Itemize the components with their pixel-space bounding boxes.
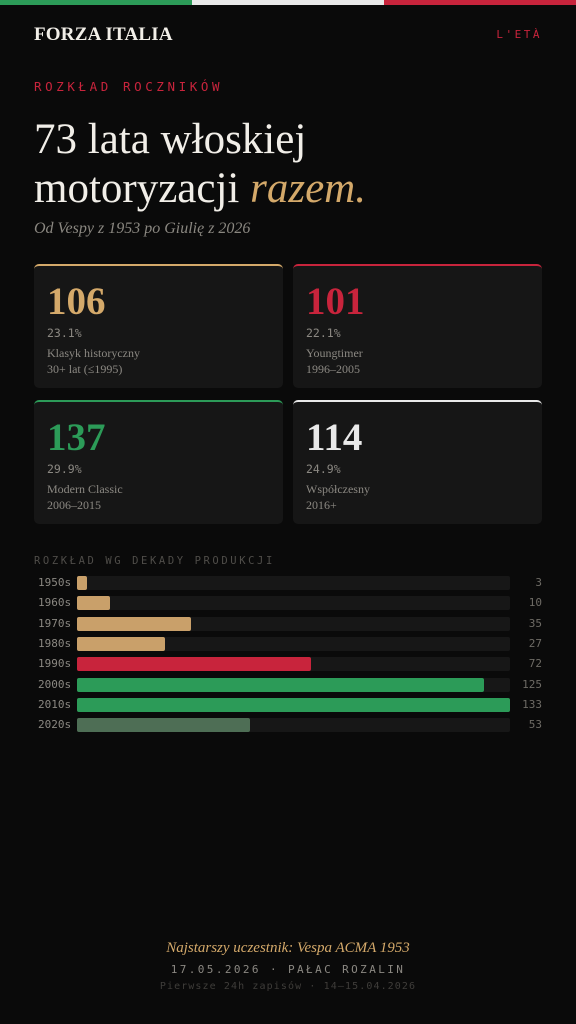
flag-red-band (384, 0, 576, 5)
stat-label: Youngtimer (306, 346, 363, 360)
stat-card-contemporary: 114 24.9% Współczesny 2016+ (293, 400, 542, 524)
bar-row: 1980s 27 (34, 636, 542, 651)
stat-value: 106 (47, 280, 106, 323)
top-bar: FORZA ITALIA L'ETÀ (34, 24, 542, 48)
bar-row: 1950s 3 (34, 576, 542, 590)
stat-percent: 29.9% (47, 462, 82, 476)
bar-row: 2020s 53 (34, 718, 542, 733)
stat-value: 101 (306, 280, 365, 323)
bar-category-label: 1970s (38, 616, 72, 630)
section-kicker: ROZKŁAD ROCZNIKÓW (34, 79, 224, 94)
stat-range: 2016+ (306, 498, 337, 512)
stat-range: 30+ lat (≤1995) (47, 362, 123, 376)
bar-fill (77, 697, 510, 712)
stat-percent: 23.1% (47, 326, 82, 340)
title-line-2: motoryzacji (34, 165, 251, 212)
oldest-participant: Najstarszy uczestnik: Vespa ACMA 1953 (166, 940, 410, 956)
flag-green-band (0, 0, 192, 5)
bar-value-label: 35 (528, 616, 542, 630)
stat-percent: 24.9% (306, 462, 341, 476)
bar-track (77, 677, 510, 692)
stat-percent: 22.1% (306, 326, 341, 340)
bar-value-label: 27 (528, 636, 542, 650)
stat-value: 114 (306, 416, 363, 459)
chart-title: ROZKŁAD WG DEKADY PRODUKCJI (34, 555, 275, 567)
stat-card-youngtimer: 101 22.1% Youngtimer 1996–2005 (293, 264, 542, 388)
bar-fill (77, 657, 312, 672)
bar-track (77, 657, 510, 672)
event-date-venue: 17.05.2026 · PAŁAC ROZALIN (170, 963, 406, 976)
bar-track (77, 616, 510, 631)
bar-track (77, 697, 510, 712)
title-accent: razem. (250, 165, 366, 212)
bar-track (77, 636, 510, 651)
bar-value-label: 125 (522, 677, 542, 691)
bar-value-label: 3 (535, 576, 542, 589)
page-title: 73 lata włoskiej motoryzacji razem. (34, 115, 544, 213)
bar-category-label: 2020s (38, 718, 72, 732)
brand-logo[interactable]: FORZA ITALIA (34, 24, 173, 45)
bar-category-label: 1990s (38, 657, 72, 671)
bar-fill (77, 616, 191, 631)
subtitle: Od Vespy z 1953 po Giulię z 2026 (34, 220, 251, 237)
bar-category-label: 2000s (38, 677, 72, 691)
stat-label: Modern Classic (47, 482, 123, 496)
bar-category-label: 1980s (38, 636, 72, 650)
bar-fill (77, 596, 110, 611)
bar-fill (77, 718, 250, 733)
stat-range: 2006–2015 (47, 498, 101, 512)
registration-note: Pierwsze 24h zapisów · 14–15.04.2026 (159, 981, 417, 992)
bar-value-label: 10 (528, 596, 542, 610)
bar-fill (77, 677, 484, 692)
bar-value-label: 133 (522, 697, 542, 711)
stat-range: 1996–2005 (306, 362, 360, 376)
bar-value-label: 53 (528, 718, 542, 732)
bar-track (77, 718, 510, 733)
bar-category-label: 1950s (38, 576, 72, 589)
title-line-1: 73 lata włoskiej (34, 116, 307, 163)
bar-value-label: 72 (528, 657, 542, 671)
bar-fill (77, 576, 87, 590)
language-switch[interactable]: L'ETÀ (496, 28, 542, 41)
bar-fill (77, 636, 165, 651)
bar-category-label: 1960s (38, 596, 72, 610)
stat-card-modern-classic: 137 29.9% Modern Classic 2006–2015 (34, 400, 283, 524)
bar-row: 1960s 10 (34, 596, 542, 611)
bar-row: 1990s 72 (34, 657, 542, 672)
bar-row: 1970s 35 (34, 616, 542, 631)
bar-category-label: 2010s (38, 697, 72, 711)
stat-label: Klasyk historyczny (47, 346, 140, 360)
stat-label: Współczesny (306, 482, 370, 496)
bar-track (77, 576, 510, 590)
bar-track (77, 596, 510, 611)
flag-white-band (192, 0, 384, 5)
stat-value: 137 (47, 416, 106, 459)
bar-row: 2010s 133 (34, 697, 542, 712)
bar-row: 2000s 125 (34, 677, 542, 692)
italian-flag-stripe (0, 0, 576, 5)
stat-card-classic: 106 23.1% Klasyk historyczny 30+ lat (≤1… (34, 264, 283, 388)
